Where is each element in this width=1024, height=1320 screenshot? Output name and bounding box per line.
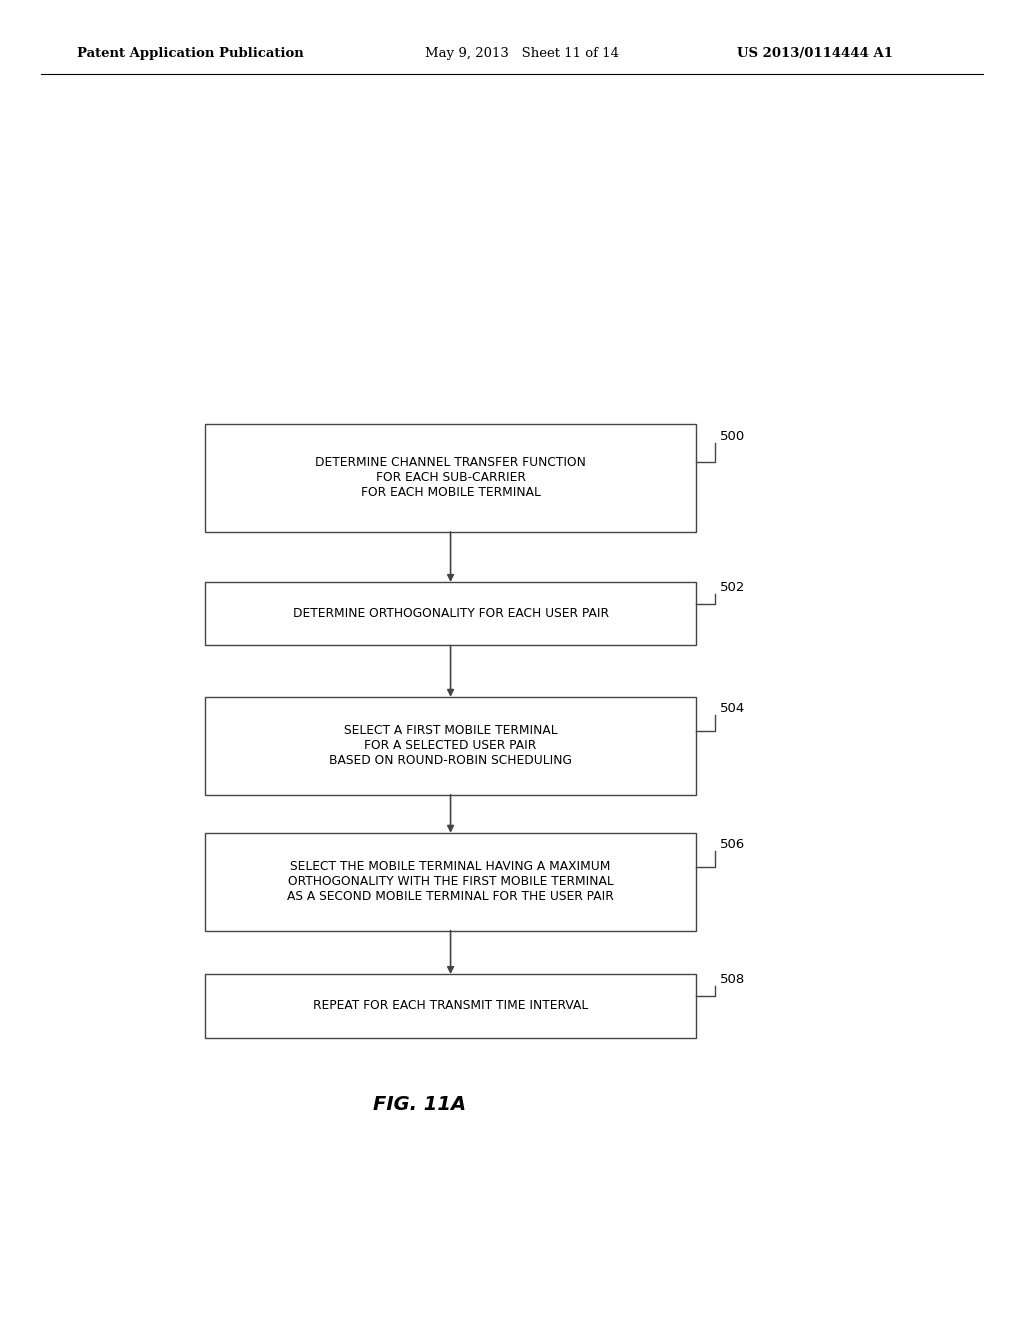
- Text: 502: 502: [720, 581, 745, 594]
- Bar: [205, 974, 696, 1038]
- Text: Patent Application Publication: Patent Application Publication: [77, 48, 303, 59]
- Bar: [205, 582, 696, 645]
- Text: DETERMINE CHANNEL TRANSFER FUNCTION
FOR EACH SUB-CARRIER
FOR EACH MOBILE TERMINA: DETERMINE CHANNEL TRANSFER FUNCTION FOR …: [315, 457, 586, 499]
- Text: FIG. 11A: FIG. 11A: [374, 1096, 466, 1114]
- Text: US 2013/0114444 A1: US 2013/0114444 A1: [737, 48, 893, 59]
- Bar: [205, 833, 696, 931]
- Bar: [205, 697, 696, 795]
- Text: May 9, 2013   Sheet 11 of 14: May 9, 2013 Sheet 11 of 14: [425, 48, 618, 59]
- Text: 508: 508: [720, 973, 745, 986]
- Text: REPEAT FOR EACH TRANSMIT TIME INTERVAL: REPEAT FOR EACH TRANSMIT TIME INTERVAL: [313, 999, 588, 1012]
- Text: DETERMINE ORTHOGONALITY FOR EACH USER PAIR: DETERMINE ORTHOGONALITY FOR EACH USER PA…: [293, 607, 608, 620]
- Text: 500: 500: [720, 430, 745, 444]
- Text: SELECT A FIRST MOBILE TERMINAL
FOR A SELECTED USER PAIR
BASED ON ROUND-ROBIN SCH: SELECT A FIRST MOBILE TERMINAL FOR A SEL…: [329, 725, 572, 767]
- Bar: [205, 424, 696, 532]
- Text: 504: 504: [720, 701, 745, 714]
- Text: 506: 506: [720, 837, 745, 850]
- Text: SELECT THE MOBILE TERMINAL HAVING A MAXIMUM
ORTHOGONALITY WITH THE FIRST MOBILE : SELECT THE MOBILE TERMINAL HAVING A MAXI…: [287, 861, 614, 903]
